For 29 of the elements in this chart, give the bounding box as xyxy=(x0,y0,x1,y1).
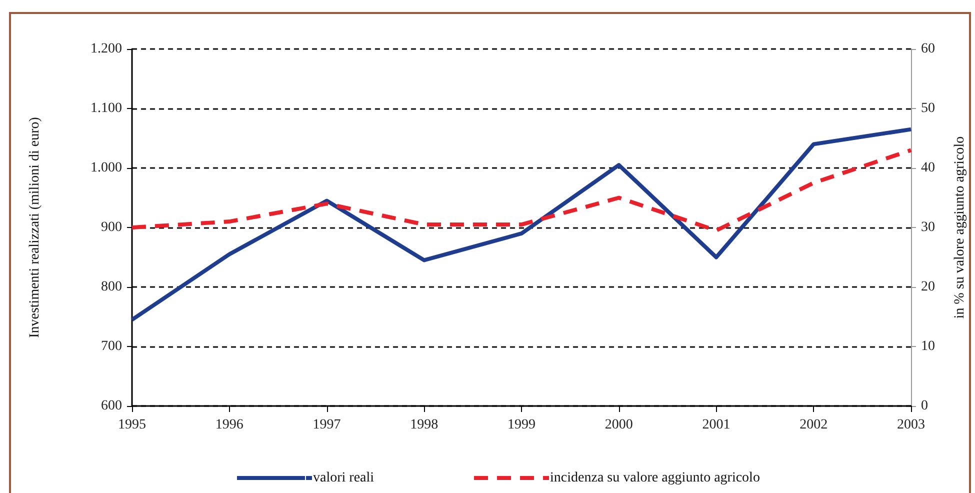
y-tick-label: 800 xyxy=(101,280,122,294)
y-axis-title: Investimenti realizzati (milioni di euro) xyxy=(28,116,42,338)
y2-tick-label: 40 xyxy=(921,160,935,176)
x-tick-label: 1997 xyxy=(312,418,341,432)
y2-tick-label: 10 xyxy=(921,339,935,354)
y-tick-label: 1.200 xyxy=(90,42,122,56)
x-tick-label: 2001 xyxy=(702,418,730,432)
legend-label: valori reali xyxy=(313,470,374,486)
line-series xyxy=(130,148,913,232)
y-tick-label: 1.100 xyxy=(90,101,122,116)
x-tick-label: 2003 xyxy=(897,418,925,432)
legend-label: incidenza su valore aggiunto agricolo xyxy=(550,470,760,486)
line-series xyxy=(130,127,913,322)
x-tick-label: 1996 xyxy=(215,418,244,432)
y-tick-label: 900 xyxy=(101,220,122,235)
y2-tick-label: 30 xyxy=(921,220,935,235)
y-tick-label: 600 xyxy=(101,398,122,414)
x-tick-label: 2002 xyxy=(800,418,828,432)
y2-tick-label: 60 xyxy=(921,42,935,56)
x-tick-label: 1998 xyxy=(410,418,438,432)
y2-tick-label: 0 xyxy=(921,398,928,414)
y2-axis-title: in % su valore aggiunto agricolo xyxy=(952,136,968,319)
x-tick-label: 1999 xyxy=(508,418,536,432)
y2-tick-label: 50 xyxy=(921,101,935,116)
y2-tick-label: 20 xyxy=(921,280,935,294)
x-tick-label: 2000 xyxy=(604,418,633,432)
y-tick-label: 1.000 xyxy=(90,160,122,176)
y-tick-label: 700 xyxy=(101,339,122,354)
x-tick-label: 1995 xyxy=(118,418,146,432)
